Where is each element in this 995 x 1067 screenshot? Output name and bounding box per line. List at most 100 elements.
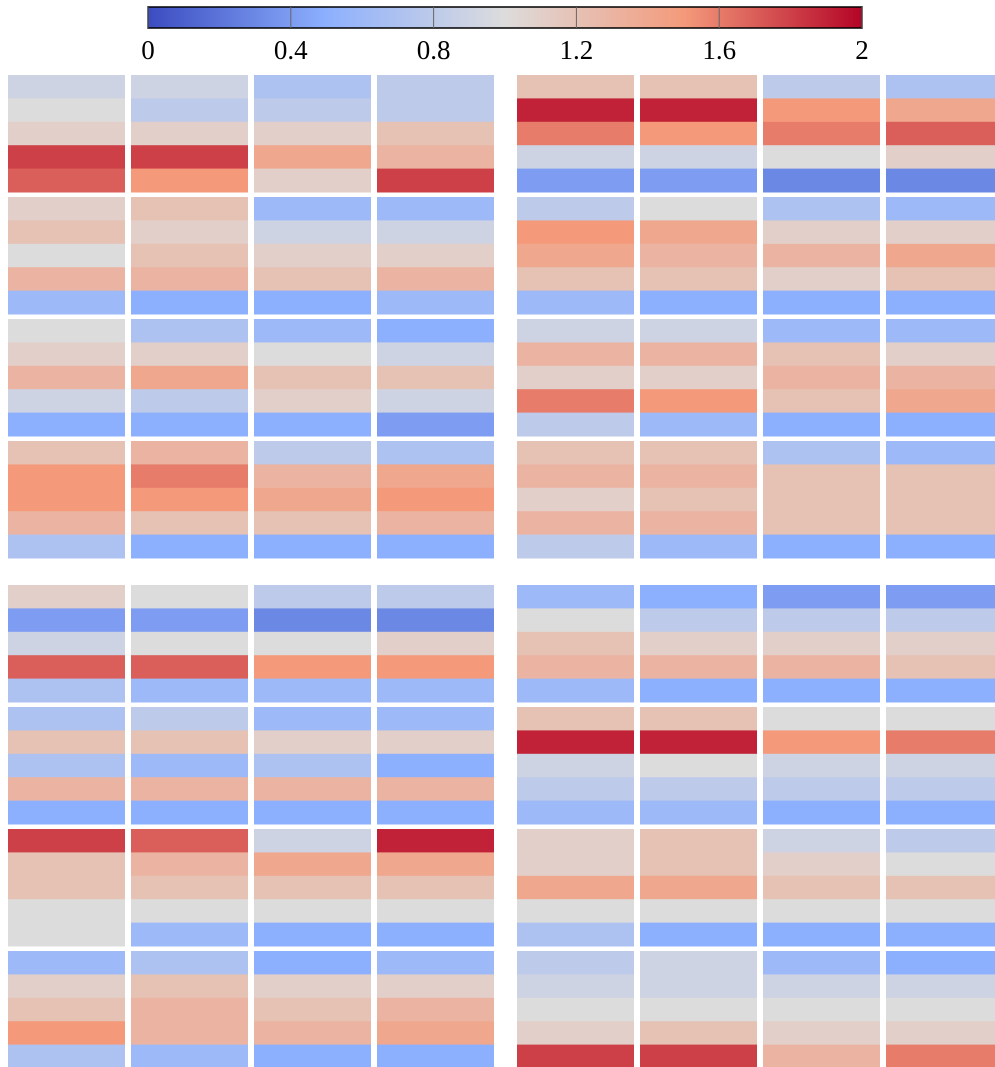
heatmap-band [254,875,371,900]
heatmap-band [254,631,371,656]
heatmap-band [763,441,880,465]
heatmap-band [8,852,125,877]
heatmap-band [886,655,995,680]
heatmap-band [377,145,494,170]
heatmap-band [763,974,880,999]
heatmap-band [254,852,371,877]
heatmap-band [517,441,634,465]
heatmap-band [131,342,248,367]
heatmap-band [640,997,757,1022]
heatmap-band [886,951,995,975]
heatmap-band [254,243,371,268]
heatmap-band [254,365,371,390]
heatmap-band [763,997,880,1022]
heatmap-band [8,922,125,947]
heatmap-band [254,922,371,947]
heatmap-band [886,267,995,292]
heatmap-band [763,655,880,680]
heatmap-band [517,753,634,778]
heatmap-band [8,608,125,633]
tick-label: 1.2 [560,35,594,65]
heatmap-band [131,777,248,802]
heatmap-band [640,441,757,465]
heatmap-band [131,168,248,193]
heatmap-band [254,98,371,123]
heatmap-band [254,511,371,536]
heatmap-band [8,631,125,656]
heatmap-band [377,678,494,703]
heatmap-band [377,220,494,245]
heatmap-band [886,829,995,853]
heatmap-band [131,98,248,123]
heatmap-band [763,511,880,536]
heatmap-band [377,243,494,268]
heatmap-band [517,777,634,802]
heatmap-band [886,220,995,245]
heatmap-band [377,365,494,390]
heatmap-band [886,1044,995,1067]
heatmap-band [763,220,880,245]
heatmap-band [763,267,880,292]
heatmap-band [640,243,757,268]
heatmap-band [377,899,494,924]
heatmap-band [377,829,494,853]
heatmap-band [886,1021,995,1046]
heatmap-band [131,267,248,292]
heatmap-band [886,290,995,315]
heatmap-band [254,753,371,778]
heatmap-band [254,777,371,802]
heatmap-band [8,829,125,853]
heatmap-band [8,98,125,123]
heatmap-band [377,1021,494,1046]
heatmap-band [517,168,634,193]
heatmap-band [640,753,757,778]
heatmap-band [377,631,494,656]
heatmap-band [131,243,248,268]
heatmap-band [640,534,757,559]
heatmap-band [131,951,248,975]
heatmap-band [517,951,634,975]
heatmap-band [640,1021,757,1046]
heatmap-band [640,655,757,680]
heatmap-band [886,997,995,1022]
heatmap-band [517,487,634,512]
heatmap-band [640,365,757,390]
heatmap-band [517,730,634,755]
heatmap-band [131,1021,248,1046]
heatmap-band [377,875,494,900]
heatmap-band [886,168,995,193]
heatmap-band [640,922,757,947]
heatmap-band [377,412,494,437]
heatmap-band [131,290,248,315]
heatmap-band [377,75,494,99]
heatmap-band [8,319,125,343]
heatmap-band [131,487,248,512]
heatmap-band [886,487,995,512]
heatmap-band [131,922,248,947]
heatmap-band [763,243,880,268]
heatmap-band [886,585,995,609]
heatmap-band [640,730,757,755]
heatmap-band [131,365,248,390]
tick-label: 1.6 [702,35,736,65]
heatmap-band [886,98,995,123]
heatmap-band [886,678,995,703]
heatmap-band [8,75,125,99]
heatmap-band [640,389,757,414]
heatmap-band [131,389,248,414]
heatmap-band [517,342,634,367]
heatmap-band [886,707,995,731]
heatmap-band [8,534,125,559]
heatmap-band [886,365,995,390]
heatmap-band [640,829,757,853]
heatmap-band [517,1044,634,1067]
heatmap-band [517,829,634,853]
heatmap-band [763,922,880,947]
heatmap-band [254,899,371,924]
heatmap-band [8,342,125,367]
heatmap-band [131,631,248,656]
tick-label: 2 [855,35,869,65]
heatmap-band [254,389,371,414]
heatmap-band [377,168,494,193]
heatmap-band [8,511,125,536]
